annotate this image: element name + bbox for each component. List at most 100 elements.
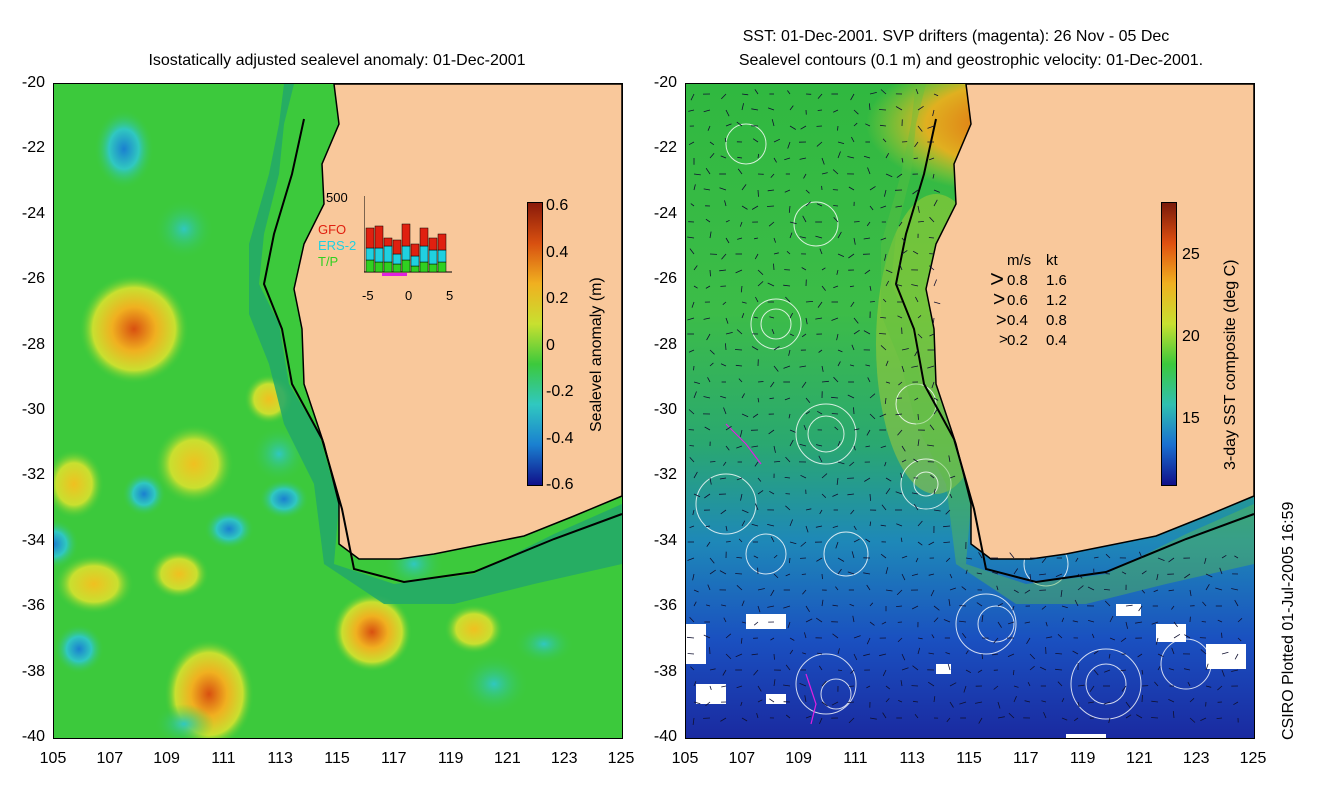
velocity-arrow: [721, 253, 727, 260]
velocity-arrow: [912, 665, 919, 671]
velocity-arrow: [741, 184, 747, 191]
velocity-arrow: [719, 269, 727, 272]
velocity-arrow: [709, 569, 716, 575]
velocity-arrow: [1234, 599, 1239, 607]
velocity-arrow: [1187, 681, 1191, 687]
velocity-arrow: [1093, 669, 1099, 676]
velocity-arrow: [853, 329, 860, 335]
velocity-arrow: [789, 429, 796, 433]
velocity-arrow: [1103, 701, 1111, 705]
velocity-arrow: [753, 555, 759, 559]
velocity-arrow: [975, 701, 983, 704]
velocity-arrow: [1157, 653, 1164, 657]
velocity-arrow: [831, 396, 839, 399]
velocity-arrow: [1088, 701, 1095, 704]
velocity-arrow: [847, 571, 855, 575]
velocity-arrow: [901, 459, 907, 463]
left-map-title: Isostatically adjusted sealevel anomaly:…: [148, 52, 526, 69]
velocity-arrow: [817, 93, 823, 99]
velocity-arrow: [757, 699, 763, 703]
velocity-arrow: [1141, 694, 1143, 703]
velocity-arrow: [688, 141, 695, 146]
velocity-arrow: [1060, 589, 1063, 597]
velocity-arrow: [1205, 685, 1212, 688]
velocity-arrow: [882, 138, 887, 143]
velocity-arrow: [722, 301, 727, 306]
velocity-arrow: [817, 410, 823, 415]
velocity-arrow: [850, 669, 855, 674]
velocity-arrow: [693, 681, 697, 687]
velocity-arrow: [1024, 621, 1031, 624]
left-lat-tick: -26: [21, 270, 45, 288]
velocity-arrow: [735, 269, 743, 274]
velocity-arrow: [1139, 551, 1143, 559]
velocity-arrow: [863, 330, 871, 335]
velocity-arrow: [1120, 669, 1127, 672]
velocity-legend-ms: 0.2: [1007, 332, 1028, 349]
velocity-arrow: [693, 589, 699, 593]
right-lat-tick: -38: [653, 662, 677, 680]
velocity-arrow: [1189, 589, 1192, 597]
velocity-arrow: [757, 281, 764, 287]
inset-bar-segment: [419, 245, 429, 263]
inset-bar-segment: [383, 237, 393, 247]
velocity-arrow: [901, 667, 909, 671]
velocity-arrow: [880, 89, 887, 95]
velocity-arrow: [917, 520, 923, 527]
left-lon-tick: 107: [96, 750, 124, 767]
inset-bar-segment: [428, 249, 438, 265]
velocity-arrow: [773, 461, 781, 463]
velocity-arrow: [1029, 665, 1035, 671]
velocity-arrow: [1055, 653, 1063, 655]
velocity-arrow: [1013, 696, 1017, 703]
velocity-arrow: [1154, 681, 1159, 687]
velocity-arrow: [932, 109, 935, 117]
velocity-arrow: [753, 669, 759, 676]
velocity-arrow: [689, 248, 695, 255]
velocity-arrow: [911, 605, 919, 610]
left-lat-tick: -40: [21, 728, 45, 745]
velocity-arrow: [911, 284, 919, 287]
velocity-scale-arrow-icon: >: [999, 331, 1008, 348]
velocity-arrow: [801, 573, 807, 575]
velocity-arrow: [805, 618, 813, 623]
velocity-arrow: [755, 296, 759, 303]
velocity-arrow: [741, 717, 748, 722]
velocity-arrow: [689, 525, 695, 528]
velocity-arrow: [753, 316, 759, 319]
velocity-arrow: [992, 571, 999, 575]
velocity-arrow: [1216, 717, 1223, 719]
velocity-arrow: [959, 701, 967, 705]
velocity-arrow: [725, 219, 730, 223]
velocity-arrow: [783, 365, 791, 369]
velocity-arrow: [799, 365, 807, 368]
velocity-arrow: [817, 109, 823, 111]
velocity-arrow: [993, 685, 999, 690]
velocity-arrow: [847, 394, 855, 399]
velocity-arrow: [785, 505, 791, 511]
velocity-arrow: [947, 663, 951, 671]
velocity-arrow: [805, 508, 812, 511]
velocity-arrow: [1093, 650, 1099, 655]
velocity-arrow: [849, 603, 855, 607]
velocity-arrow: [720, 717, 727, 722]
velocity-arrow: [815, 525, 823, 528]
velocity-arrow: [943, 525, 951, 528]
left-lon-tick: 123: [550, 750, 578, 767]
velocity-arrow: [929, 333, 935, 337]
velocity-arrow: [981, 615, 984, 623]
velocity-arrow: [754, 461, 759, 467]
velocity-arrow: [869, 602, 874, 607]
velocity-arrow: [789, 649, 794, 655]
velocity-arrow: [1009, 552, 1015, 559]
velocity-arrow: [770, 637, 775, 641]
velocity-arrow: [785, 573, 791, 577]
velocity-arrow: [1151, 700, 1159, 703]
velocity-arrow: [913, 157, 919, 160]
velocity-arrow: [1121, 571, 1127, 575]
velocity-arrow: [976, 572, 983, 575]
velocity-arrow: [865, 123, 871, 127]
velocity-arrow: [1157, 557, 1165, 561]
right-lat-tick: -32: [653, 466, 677, 484]
velocity-arrow: [900, 537, 903, 543]
